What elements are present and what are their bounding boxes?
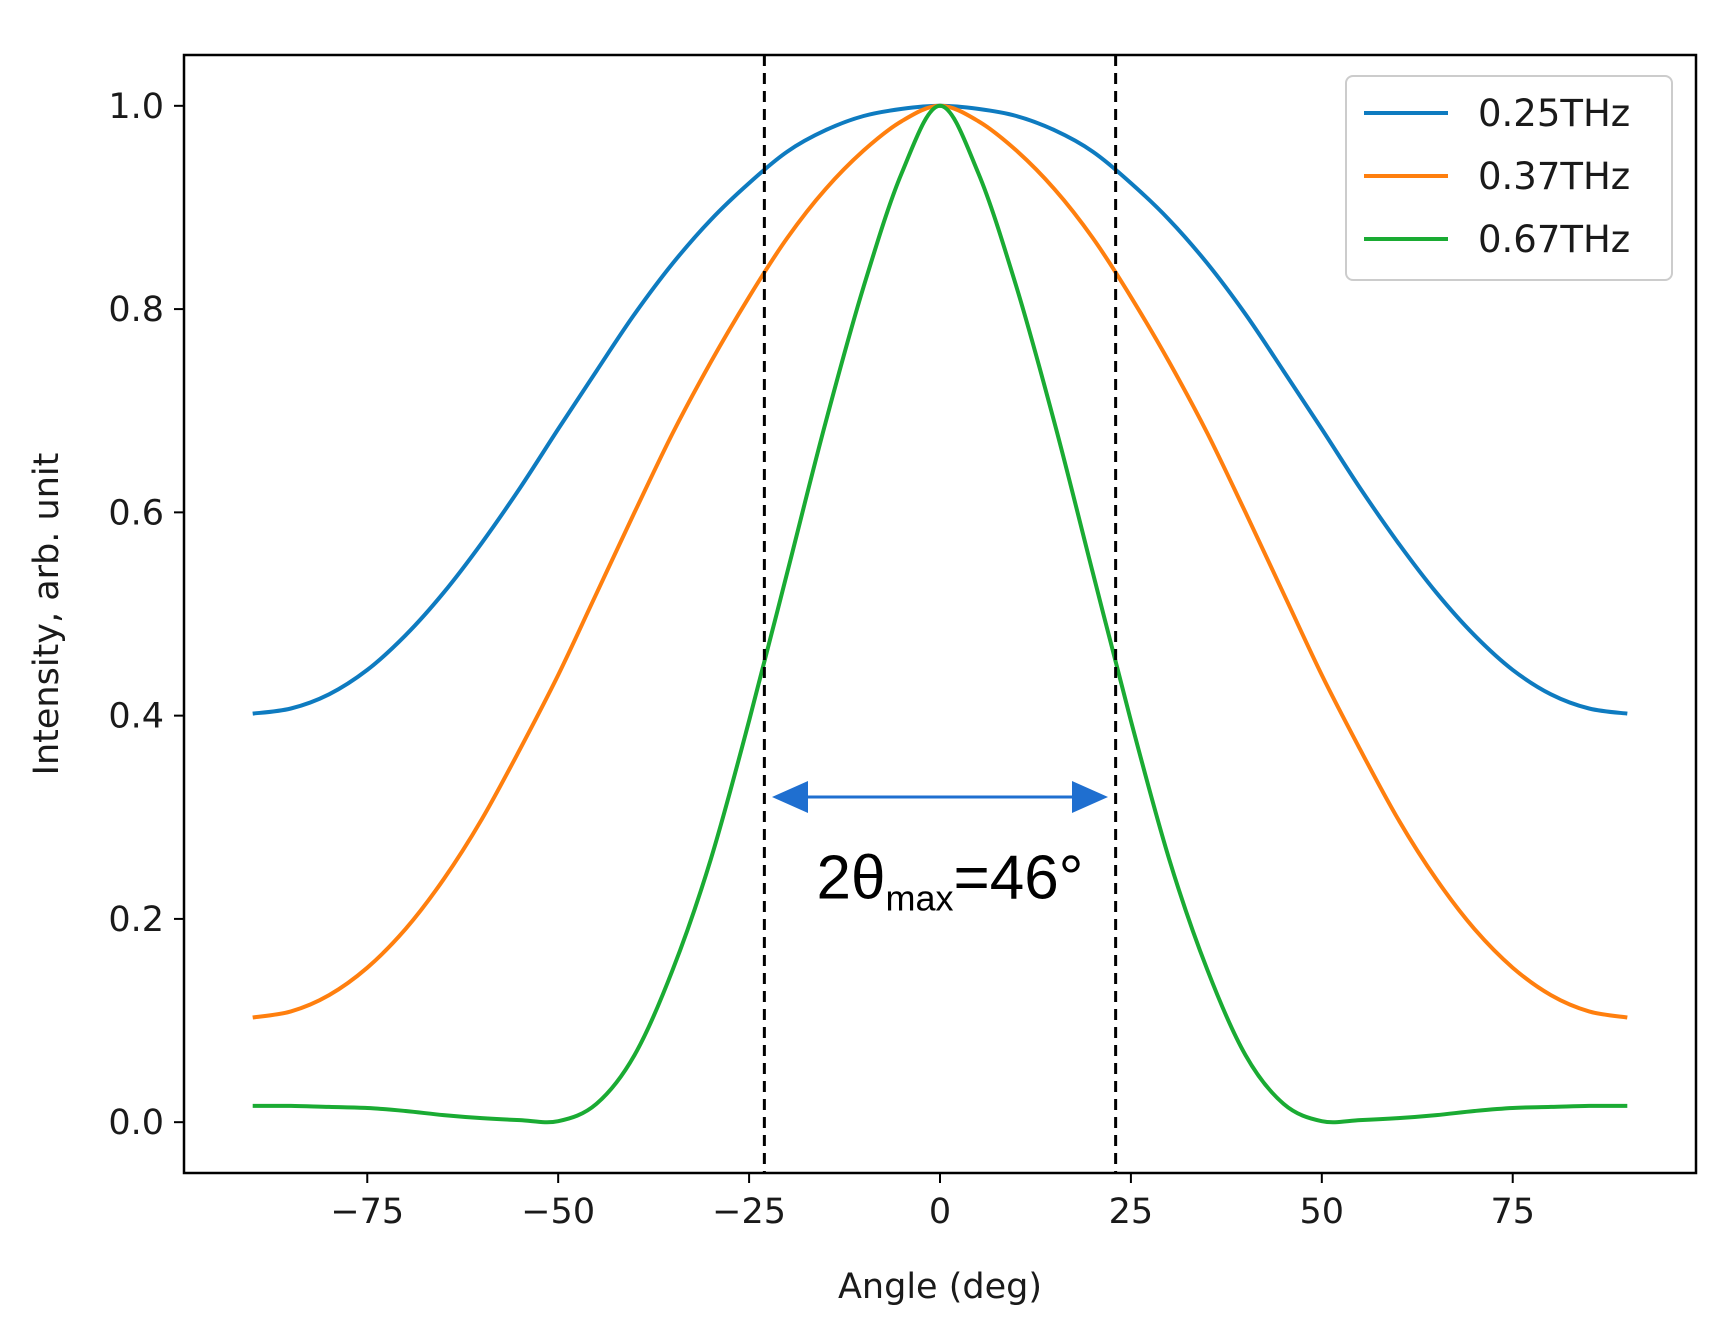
series-line-0-67thz (252, 103, 1628, 1125)
legend-label-0-37thz: 0.37THz (1478, 155, 1630, 198)
y-tick-label: 0.0 (108, 1103, 164, 1143)
x-tick-label: −50 (521, 1192, 595, 1232)
x-tick-label: 25 (1109, 1192, 1154, 1232)
beam-width-annotation: 2θmax=46° (817, 844, 1084, 919)
y-tick-label: 0.6 (108, 493, 164, 533)
legend-label-0-67thz: 0.67THz (1478, 218, 1630, 261)
legend-label-0-25thz: 0.25THz (1478, 92, 1630, 135)
series-layer (252, 103, 1628, 1125)
x-axis-ticks: −75 −50 −25 0 25 50 75 (330, 1173, 1535, 1232)
x-axis-label: Angle (deg) (838, 1267, 1042, 1307)
x-tick-label: 75 (1490, 1192, 1535, 1232)
annotation-sub: max (885, 878, 953, 919)
y-axis-label: Intensity, arb. unit (27, 453, 67, 776)
width-arrow (772, 780, 1108, 813)
y-tick-label: 0.4 (108, 697, 164, 737)
y-axis-ticks: 0.0 0.2 0.4 0.6 0.8 1.0 (108, 87, 184, 1143)
annotation-main: 2θ (817, 844, 886, 913)
x-tick-label: 50 (1300, 1192, 1345, 1232)
legend-box (1345, 75, 1673, 281)
x-tick-label: −75 (330, 1192, 404, 1232)
arrow-head-left (772, 780, 808, 813)
arrow-head-right (1072, 780, 1108, 813)
y-tick-label: 1.0 (108, 87, 164, 127)
reference-lines (762, 55, 1118, 1173)
y-tick-label: 0.8 (108, 290, 164, 330)
annotation-tail: =46° (954, 844, 1084, 913)
legend: 0.25THz 0.37THz 0.67THz (1345, 75, 1673, 281)
x-tick-label: 0 (929, 1192, 951, 1232)
y-tick-label: 0.2 (108, 900, 164, 940)
x-tick-label: −25 (712, 1192, 786, 1232)
